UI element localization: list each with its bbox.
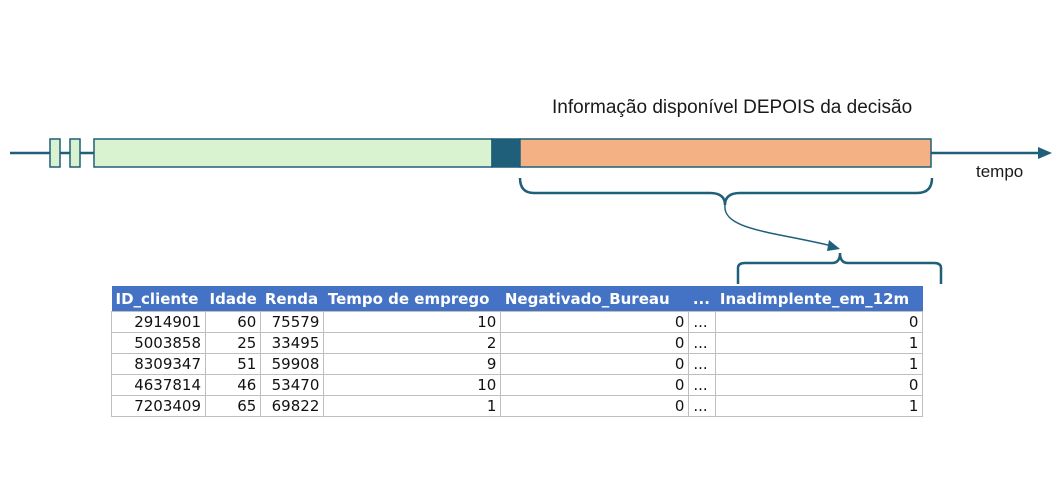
cell-id: 5003858 [111, 332, 206, 354]
cell-inadimplente: 0 [715, 374, 924, 396]
cell-inadimplente: 1 [715, 395, 924, 417]
cell-inadimplente: 1 [715, 353, 924, 375]
cell-id: 4637814 [111, 374, 206, 396]
header-negativado-bureau: Negativado_Bureau [500, 286, 689, 312]
cell-id: 7203409 [111, 395, 206, 417]
header-inadimplente: Inadimplente_em_12m [715, 286, 923, 312]
cell-tempo: 10 [323, 374, 502, 396]
decision-moment-block [491, 138, 521, 168]
header-ellipsis: ... [688, 286, 716, 312]
cell-idade: 51 [204, 353, 262, 375]
cell-tempo: 9 [323, 353, 502, 375]
time-axis-label: tempo [976, 162, 1024, 181]
cell-id: 2914901 [111, 311, 206, 333]
cell-idade: 25 [204, 332, 262, 354]
table-row: 2914901 60 75579 10 0 ... 0 [111, 311, 924, 333]
cell-tempo: 1 [323, 395, 502, 417]
cell-idade: 60 [204, 311, 262, 333]
cell-tempo: 2 [323, 332, 502, 354]
table-row: 5003858 25 33495 2 0 ... 1 [111, 332, 924, 354]
cell-inadimplente: 1 [715, 332, 924, 354]
table-row: 7203409 65 69822 1 0 ... 1 [111, 395, 924, 417]
cell-ellipsis: ... [688, 395, 717, 417]
small-period-block-1 [49, 138, 61, 168]
after-decision-label: Informação disponível DEPOIS da decisão [552, 97, 913, 118]
credit-data-table: ID_cliente Idade Renda Tempo de emprego … [111, 286, 924, 417]
header-id-cliente: ID_cliente [111, 286, 206, 312]
connector-arrowhead [827, 240, 840, 251]
cell-renda: 69822 [260, 395, 325, 417]
cell-inadimplente: 0 [715, 311, 924, 333]
cell-negativado: 0 [500, 311, 690, 333]
time-axis-arrowhead [1038, 147, 1052, 159]
cell-id: 8309347 [111, 353, 206, 375]
cell-idade: 65 [204, 395, 262, 417]
table-row: 8309347 51 59908 9 0 ... 1 [111, 353, 924, 375]
cell-negativado: 0 [500, 353, 690, 375]
cell-ellipsis: ... [688, 374, 717, 396]
cell-renda: 59908 [260, 353, 325, 375]
cell-renda: 53470 [260, 374, 325, 396]
cell-tempo: 10 [323, 311, 502, 333]
header-renda: Renda [260, 286, 324, 312]
cell-negativado: 0 [500, 374, 690, 396]
after-decision-block [519, 138, 932, 168]
small-period-block-2 [69, 138, 81, 168]
cell-renda: 33495 [260, 332, 325, 354]
header-tempo-de-emprego: Tempo de emprego [323, 286, 501, 312]
connector-curve [724, 204, 833, 247]
table-header-row: ID_cliente Idade Renda Tempo de emprego … [111, 286, 923, 312]
after-decision-brace [518, 177, 934, 206]
before-decision-block [93, 138, 493, 168]
cell-ellipsis: ... [688, 311, 717, 333]
cell-ellipsis: ... [688, 353, 717, 375]
target-column-brace [736, 252, 943, 284]
cell-renda: 75579 [260, 311, 325, 333]
cell-ellipsis: ... [688, 332, 717, 354]
cell-negativado: 0 [500, 332, 690, 354]
header-idade: Idade [205, 286, 261, 312]
table-row: 4637814 46 53470 10 0 ... 0 [111, 374, 924, 396]
cell-idade: 46 [204, 374, 262, 396]
cell-negativado: 0 [500, 395, 690, 417]
